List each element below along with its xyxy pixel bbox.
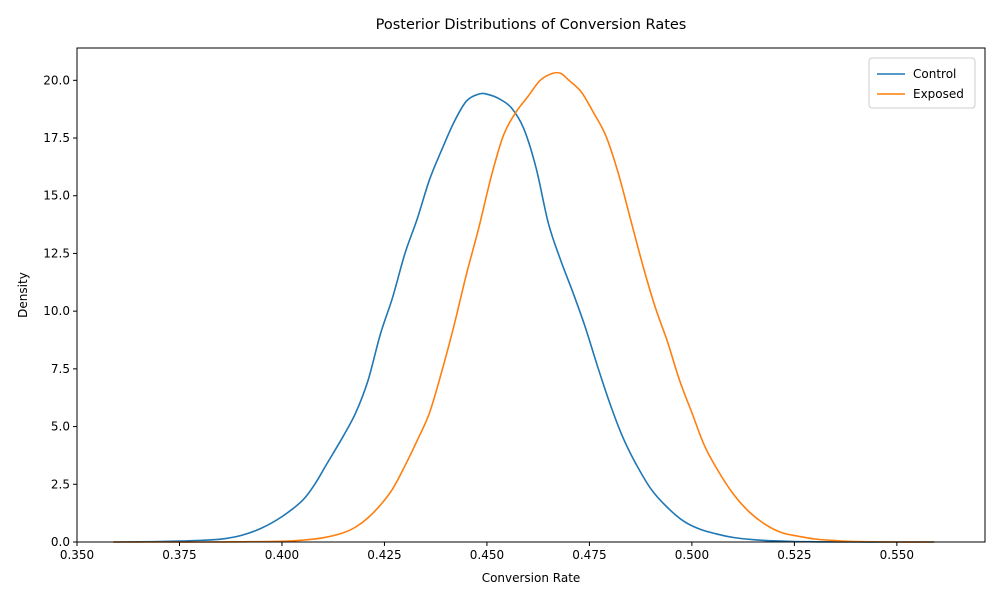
y-axis: 0.0 2.5 5.0 7.5 10.0 12.5 15.0 17.5 20.0 [43,73,77,549]
y-tick-label: 20.0 [43,73,70,87]
x-tick-label: 0.475 [572,548,606,562]
legend-label-control: Control [913,67,956,81]
y-tick-label: 10.0 [43,304,70,318]
x-tick-label: 0.350 [60,548,94,562]
x-tick-label: 0.425 [367,548,401,562]
y-tick-label: 5.0 [51,420,70,434]
y-tick-label: 15.0 [43,189,70,203]
y-tick-label: 17.5 [43,131,70,145]
chart-title: Posterior Distributions of Conversion Ra… [376,17,687,33]
y-axis-title: Density [16,272,30,318]
y-tick-label: 2.5 [51,477,70,491]
plot-area-frame [76,47,986,543]
y-tick-label: 0.0 [51,535,70,549]
legend-label-exposed: Exposed [913,87,964,101]
x-axis-title: Conversion Rate [482,571,581,585]
x-tick-label: 0.375 [162,548,196,562]
x-tick-label: 0.400 [265,548,299,562]
x-tick-label: 0.500 [675,548,709,562]
x-tick-label: 0.525 [777,548,811,562]
legend: Control Exposed [868,57,976,109]
x-tick-label: 0.550 [880,548,914,562]
y-tick-label: 12.5 [43,246,70,260]
x-tick-label: 0.450 [470,548,504,562]
legend-box [868,57,976,109]
series-line-control [113,92,935,543]
x-axis: 0.350 0.375 0.400 0.425 0.450 0.475 0.500 0.525… [60,542,914,562]
y-tick-label: 7.5 [51,362,70,376]
series-layer [113,71,935,543]
series-line-exposed [113,71,935,543]
